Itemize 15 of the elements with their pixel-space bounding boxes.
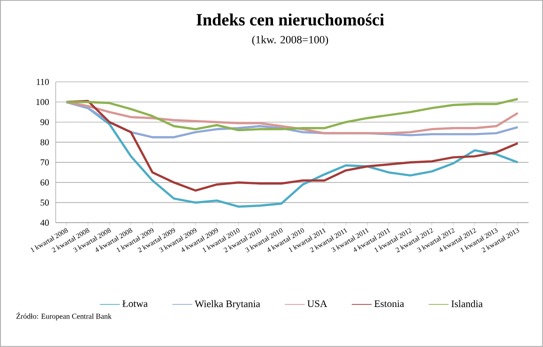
chart-title: Indeks cen nieruchomości (196, 14, 384, 26)
legend-label: Islandia (451, 300, 483, 308)
legend-label: USA (307, 300, 328, 308)
y-tick-label: 110 (36, 78, 49, 86)
y-tick-label: 50 (40, 200, 49, 206)
y-tick-label: 100 (36, 99, 49, 106)
y-tick-label: 70 (40, 159, 49, 166)
legend-label: Łotwa (122, 300, 148, 308)
legend-label: Wielka Brytania (194, 300, 260, 310)
chart-subtitle: (1kw. 2008=100) (252, 36, 328, 46)
legend-label: Estonia (374, 300, 404, 308)
y-tick-label: 40 (40, 220, 49, 226)
y-tick-label: 60 (40, 180, 49, 186)
y-tick-label: 90 (40, 119, 49, 126)
y-tick-label: 80 (40, 139, 49, 146)
